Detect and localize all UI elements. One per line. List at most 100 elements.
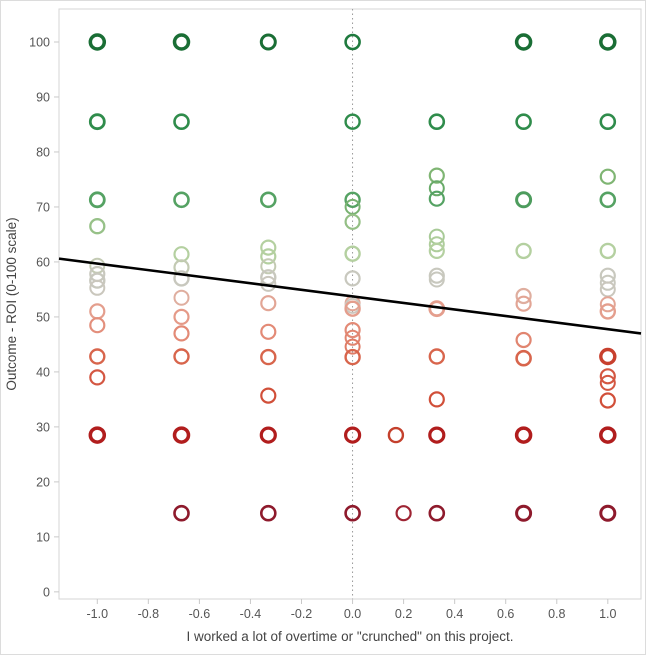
data-point[interactable]: [428, 426, 446, 444]
data-point[interactable]: [514, 33, 533, 51]
data-point[interactable]: [599, 392, 616, 409]
data-point[interactable]: [428, 271, 445, 288]
data-point[interactable]: [514, 426, 533, 444]
data-point[interactable]: [599, 374, 616, 391]
data-point[interactable]: [515, 349, 532, 367]
data-point[interactable]: [344, 322, 361, 339]
data-point[interactable]: [89, 279, 106, 296]
data-point[interactable]: [515, 295, 532, 312]
data-point[interactable]: [259, 504, 277, 522]
axis-ticks: -1.0 -0.8 -0.6 -0.4 -0.2 0.0 0.2 0.4 0.6 0.8 1.0 0 1…: [29, 35, 616, 621]
y-tick-label: 60: [36, 255, 50, 269]
data-point[interactable]: [344, 33, 361, 51]
data-point[interactable]: [387, 426, 405, 444]
x-tick-label: -0.4: [240, 607, 262, 621]
data-point[interactable]: [428, 242, 445, 259]
data-point[interactable]: [260, 348, 277, 366]
data-point[interactable]: [344, 245, 361, 262]
data-point[interactable]: [515, 331, 532, 349]
data-point[interactable]: [515, 242, 532, 260]
data-point[interactable]: [515, 504, 533, 522]
data-point[interactable]: [173, 289, 190, 306]
data-point[interactable]: [428, 167, 445, 184]
data-point[interactable]: [173, 270, 190, 287]
data-point[interactable]: [260, 258, 277, 275]
y-axis-title: Outcome - ROI (0-100 scale): [4, 217, 19, 390]
data-point[interactable]: [259, 426, 277, 444]
data-point[interactable]: [173, 325, 190, 342]
data-point[interactable]: [260, 295, 277, 312]
data-point[interactable]: [599, 274, 616, 291]
data-point[interactable]: [344, 348, 361, 366]
data-points: [88, 33, 617, 522]
data-point[interactable]: [173, 191, 190, 209]
data-point[interactable]: [344, 504, 361, 522]
data-point[interactable]: [344, 338, 361, 355]
data-point[interactable]: [344, 113, 361, 130]
data-point[interactable]: [599, 33, 617, 51]
plot-frame: [58, 8, 642, 600]
data-point[interactable]: [599, 168, 616, 185]
data-point[interactable]: [599, 296, 616, 313]
data-point[interactable]: [88, 426, 107, 444]
x-tick-label: -0.8: [138, 607, 160, 621]
data-point[interactable]: [89, 348, 106, 365]
data-point[interactable]: [599, 368, 616, 385]
trend-line: [58, 257, 642, 335]
data-point[interactable]: [599, 303, 616, 320]
data-point[interactable]: [428, 180, 445, 197]
y-tick-label: 100: [29, 35, 50, 49]
data-point[interactable]: [173, 504, 190, 522]
data-point[interactable]: [89, 369, 106, 386]
data-point[interactable]: [395, 505, 412, 522]
data-point[interactable]: [599, 504, 617, 522]
data-point[interactable]: [173, 348, 190, 365]
data-point[interactable]: [344, 300, 361, 317]
data-point[interactable]: [88, 113, 106, 131]
data-point[interactable]: [173, 246, 190, 263]
x-tick-label: 0.0: [344, 607, 361, 621]
data-point[interactable]: [260, 248, 277, 265]
data-point[interactable]: [428, 348, 445, 365]
data-point[interactable]: [88, 191, 106, 209]
data-point[interactable]: [428, 504, 446, 522]
data-point[interactable]: [173, 113, 190, 130]
data-point[interactable]: [260, 323, 277, 340]
data-point[interactable]: [344, 426, 362, 444]
data-point[interactable]: [259, 191, 277, 209]
data-point[interactable]: [515, 287, 532, 305]
x-tick-label: -0.6: [189, 607, 211, 621]
x-tick-label: -0.2: [291, 607, 313, 621]
y-tick-label: 30: [36, 420, 50, 434]
data-point[interactable]: [599, 426, 617, 444]
data-point[interactable]: [89, 303, 106, 320]
data-point[interactable]: [515, 113, 532, 130]
data-point[interactable]: [89, 272, 106, 289]
data-point[interactable]: [344, 270, 361, 287]
data-point[interactable]: [599, 347, 617, 366]
y-tick-label: 20: [36, 475, 50, 489]
data-point[interactable]: [599, 191, 617, 209]
data-point[interactable]: [344, 213, 361, 230]
data-point[interactable]: [599, 242, 616, 260]
x-tick-label: -1.0: [87, 607, 109, 621]
data-point[interactable]: [89, 317, 106, 334]
trend-line-group: [58, 257, 642, 335]
data-point[interactable]: [428, 113, 446, 130]
data-point[interactable]: [428, 236, 445, 253]
data-point[interactable]: [428, 391, 445, 408]
data-point[interactable]: [172, 33, 191, 51]
data-point[interactable]: [259, 33, 277, 51]
data-point[interactable]: [260, 239, 277, 256]
data-point[interactable]: [260, 387, 277, 404]
x-tick-label: 0.2: [395, 607, 412, 621]
data-point[interactable]: [172, 426, 191, 444]
data-point[interactable]: [344, 191, 361, 209]
data-point[interactable]: [89, 218, 106, 235]
data-point[interactable]: [88, 33, 107, 51]
data-point[interactable]: [428, 190, 445, 207]
data-point[interactable]: [515, 191, 533, 209]
data-point[interactable]: [599, 113, 617, 130]
data-point[interactable]: [344, 329, 361, 346]
data-point[interactable]: [173, 308, 190, 325]
